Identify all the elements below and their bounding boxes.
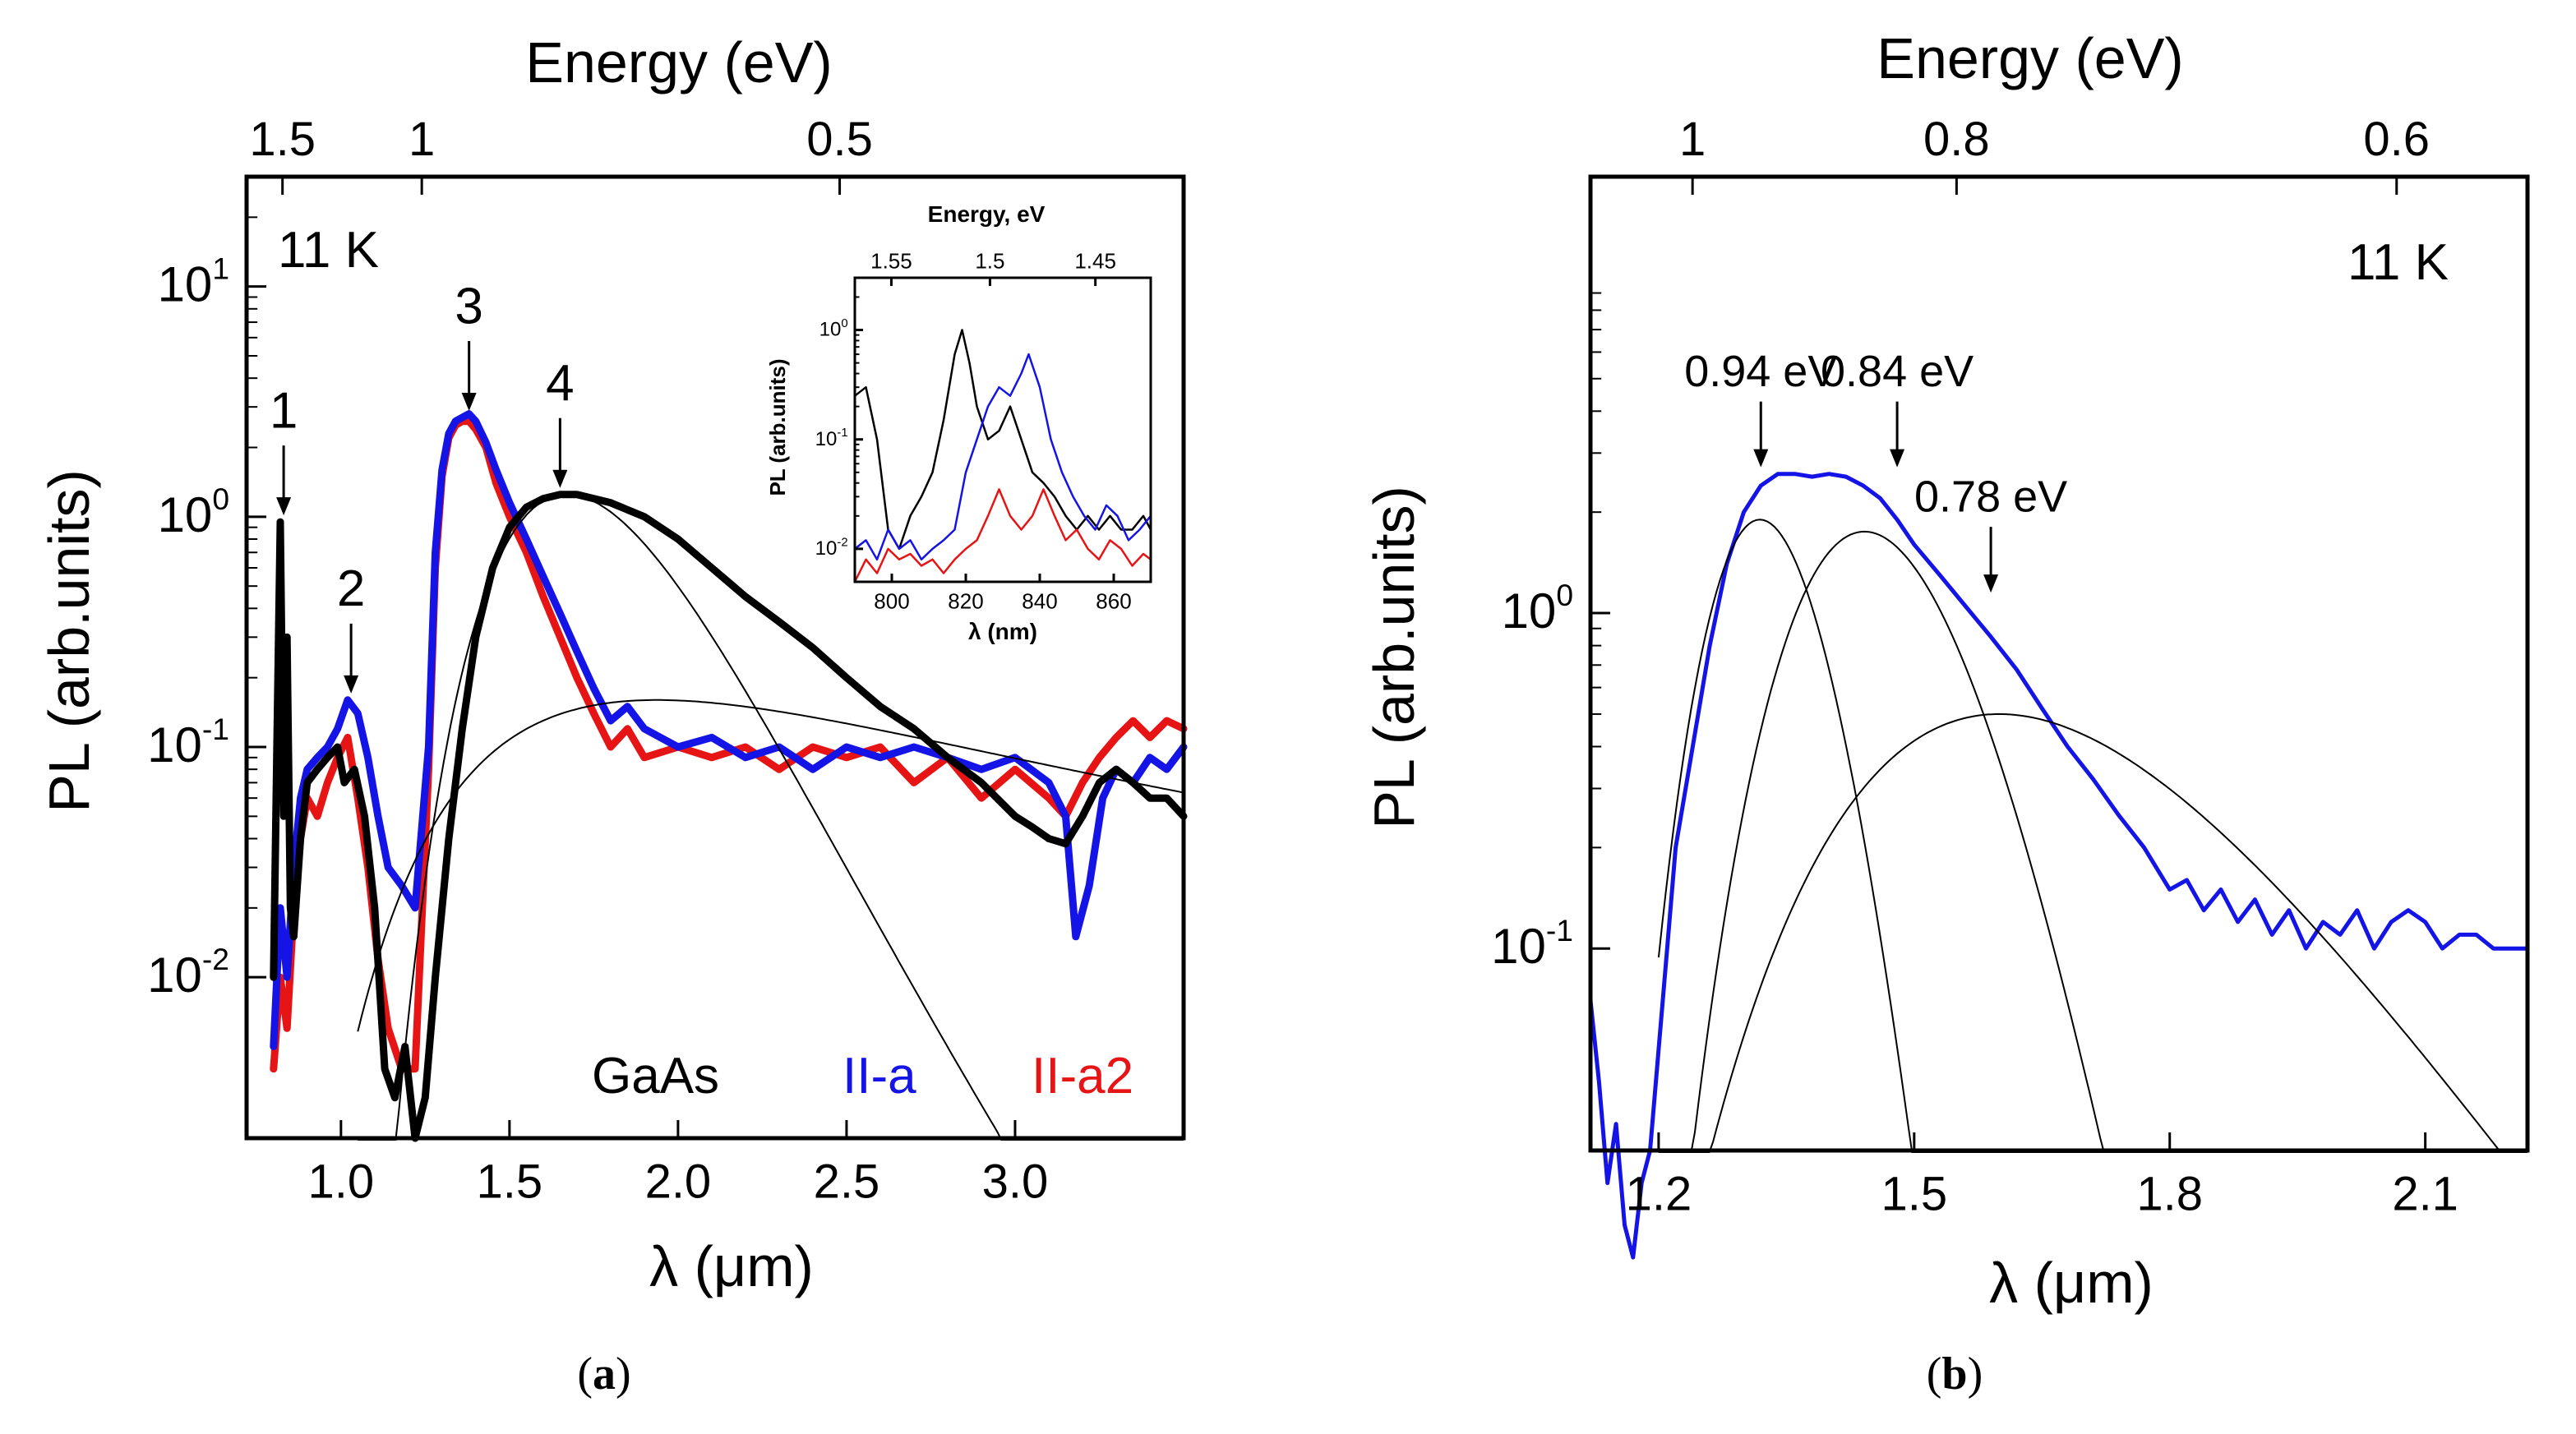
panel-a-plot-frame xyxy=(244,174,1186,1141)
panel-a-top-axis-label: Energy (eV) xyxy=(525,30,832,95)
panel-a-legend: GaAs II-a II-a2 xyxy=(592,1048,1133,1104)
inset-top-tick-label: 1.55 xyxy=(870,248,912,273)
inset-plot-frame xyxy=(853,276,1152,583)
inset-x-tick-label: 820 xyxy=(948,589,983,614)
inset-y-tick-label: 100 xyxy=(819,317,848,341)
panel-a-peak-arrow-head xyxy=(552,469,568,488)
panel-b-x-tick-label: 2.1 xyxy=(2392,1168,2458,1221)
inset-y-axis-label: PL (arb.units) xyxy=(765,358,790,496)
panel-a-y-axis-ticks: 10-2 10-1 100 101 xyxy=(147,216,266,1003)
panel-b-fit-0-78ev xyxy=(1658,712,2528,1153)
panel-a-temperature-label: 11 K xyxy=(278,222,379,279)
panel-b-x-axis-label: λ (μm) xyxy=(1989,1251,2154,1315)
panel-a-caption-letter: a xyxy=(593,1349,616,1399)
panel-a-peak-label: 2 xyxy=(337,560,365,617)
panel-a-peak-label: 3 xyxy=(455,278,482,334)
panel-a-x-tick-label: 2.0 xyxy=(645,1155,712,1209)
panel-b-top-tick-label: 0.6 xyxy=(2363,113,2430,166)
panel-b-caption: (b) xyxy=(1927,1349,1983,1399)
panel-b-y-tick-label: 100 xyxy=(1502,578,1573,639)
inset-x-axis-ticks: 800 820 840 860 xyxy=(874,574,1132,614)
panel-a-inset: 800 820 840 860 10-2 10-1 100 1.55 1.5 1.45 Ene… xyxy=(765,201,1152,644)
panel-b-caption-close: ) xyxy=(1968,1349,1983,1399)
legend-label-ii-a: II-a xyxy=(843,1048,916,1104)
panel-a-peak-label: 4 xyxy=(546,355,574,412)
panel-b-peak-label: 0.84 eV xyxy=(1821,347,1974,396)
panel-a-top-tick-label: 1 xyxy=(409,113,435,166)
panel-b-y-axis-ticks: 10-1 100 xyxy=(1491,292,1610,974)
inset-top-axis-ticks: 1.55 1.5 1.45 xyxy=(870,248,1116,286)
legend-label-ii-a2: II-a2 xyxy=(1032,1048,1133,1104)
panel-b-peak-arrow-head xyxy=(1890,449,1905,468)
panel-a-peak-arrow-head xyxy=(276,497,292,516)
inset-series-ii-a2 xyxy=(853,488,1152,583)
panel-a-y-tick-label: 10-1 xyxy=(147,712,229,772)
panel-a-y-tick-label: 100 xyxy=(158,482,229,542)
panel-b-y-tick-label: 10-1 xyxy=(1491,913,1573,974)
panel-b-top-axis-label: Energy (eV) xyxy=(1877,26,2183,90)
legend-label-gaas: GaAs xyxy=(592,1048,719,1104)
panel-a-x-tick-label: 1.5 xyxy=(477,1155,543,1209)
panel-b-y-axis-label: PL (arb.units) xyxy=(1362,486,1426,829)
inset-y-tick-label: 10-1 xyxy=(815,427,848,450)
panel-a-y-tick-label: 10-2 xyxy=(147,942,229,1003)
inset-series-ii-a xyxy=(853,353,1152,561)
inset-background xyxy=(855,278,1151,582)
panel-b-series xyxy=(1588,472,2530,1260)
panel-b-series-measured xyxy=(1588,472,2530,1260)
inset-x-tick-label: 840 xyxy=(1022,589,1057,614)
panel-b-temperature-label: 11 K xyxy=(2347,234,2449,291)
panel-a-peak-label: 1 xyxy=(270,382,298,439)
panel-a-x-tick-label: 3.0 xyxy=(982,1155,1049,1209)
panel-a-x-axis-label: λ (μm) xyxy=(649,1234,814,1298)
panel-a-y-tick-label: 101 xyxy=(158,251,229,312)
inset-series-gaas xyxy=(853,329,1152,551)
inset-series xyxy=(853,329,1152,583)
panel-a-x-tick-label: 1.0 xyxy=(307,1155,374,1209)
panel-b-top-tick-label: 1 xyxy=(1679,113,1706,166)
panel-a-y-axis-label: PL (arb.units) xyxy=(37,469,101,813)
panel-b-peak-label: 0.78 eV xyxy=(1914,472,2067,521)
panel-b-x-tick-label: 1.5 xyxy=(1881,1168,1947,1221)
panel-b-peak-annotations: 0.94 eV0.84 eV 0.78 eV xyxy=(1684,347,2067,593)
panel-b-peak-label: 0.94 eV xyxy=(1684,347,1837,396)
inset-y-axis-ticks: 10-2 10-1 100 xyxy=(815,296,863,560)
panel-b-top-tick-label: 0.8 xyxy=(1923,113,1990,166)
panel-a-caption-open: ( xyxy=(577,1349,593,1399)
panel-a-top-axis-ticks: 1.5 1 0.5 xyxy=(249,113,873,195)
inset-top-axis-label: Energy, eV xyxy=(928,201,1046,227)
inset-top-tick-label: 1.5 xyxy=(975,248,1004,273)
inset-x-axis-label: λ (nm) xyxy=(968,619,1037,644)
panel-a-peak-arrow-head xyxy=(461,392,477,411)
panel-b-x-axis-ticks: 1.2 1.5 1.8 2.1 xyxy=(1626,1132,2458,1221)
panel-b-caption-open: ( xyxy=(1927,1349,1942,1399)
inset-y-tick-label: 10-2 xyxy=(815,536,848,560)
panel-a-top-tick-label: 1.5 xyxy=(249,113,316,166)
inset-x-tick-label: 800 xyxy=(874,589,909,614)
panel-a-series-ii-a xyxy=(270,410,1188,1050)
panel-a-series xyxy=(270,410,1188,1142)
panel-a-fit-broad xyxy=(357,699,1184,1032)
panel-a-peak-arrow-head xyxy=(344,675,359,694)
panel-a-top-tick-label: 0.5 xyxy=(806,113,873,166)
panel-a-caption: (a) xyxy=(577,1349,630,1399)
panel-b-plot-frame xyxy=(1588,174,2530,1153)
panel-b: 1.2 1.5 1.8 2.1 10-1 100 1 0.8 0.6 Energy (eV)… xyxy=(1362,26,2530,1399)
inset-top-tick-label: 1.45 xyxy=(1074,248,1116,273)
panel-a-series-gaas xyxy=(270,491,1188,1142)
panel-b-peak-arrow-head xyxy=(1983,574,1999,593)
panel-a-x-tick-label: 2.5 xyxy=(814,1155,880,1209)
panel-b-peak-arrow-head xyxy=(1753,449,1769,468)
panel-b-caption-letter: b xyxy=(1941,1349,1967,1399)
inset-x-tick-label: 860 xyxy=(1096,589,1131,614)
panel-a-caption-close: ) xyxy=(616,1349,631,1399)
panel-a: 1.0 1.5 2.0 2.5 3.0 10-2 10-1 100 101 1.5 1 0.5 E… xyxy=(37,30,1188,1399)
panel-b-x-tick-label: 1.2 xyxy=(1626,1168,1692,1221)
panel-b-x-tick-label: 1.8 xyxy=(2136,1168,2203,1221)
panel-a-x-axis-ticks: 1.0 1.5 2.0 2.5 3.0 xyxy=(307,1120,1048,1209)
panel-b-top-axis-ticks: 1 0.8 0.6 xyxy=(1679,113,2430,195)
panel-a-peak-annotations: 1 2 3 4 xyxy=(270,278,575,694)
panel-a-series-ii-a2 xyxy=(270,417,1188,1073)
